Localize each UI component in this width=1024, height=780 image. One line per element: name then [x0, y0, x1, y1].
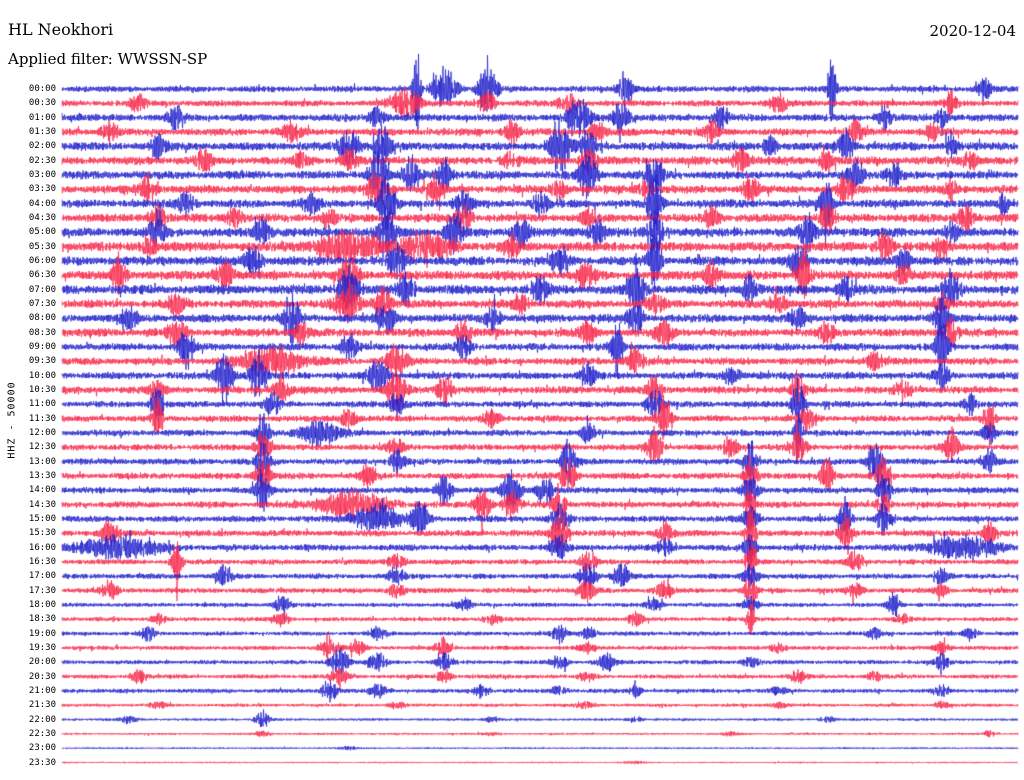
time-tick-label: 03:00 [28, 169, 56, 180]
time-tick-label: 06:00 [28, 255, 56, 266]
time-tick-label: 17:00 [28, 571, 56, 582]
time-tick-label: 06:30 [28, 270, 56, 281]
time-tick-label: 18:00 [28, 599, 56, 610]
time-tick-label: 19:00 [28, 628, 56, 639]
time-tick-label: 16:30 [28, 556, 56, 567]
time-tick-label: 00:00 [28, 84, 56, 94]
time-tick-label: 15:30 [28, 528, 56, 539]
time-tick-label: 09:30 [28, 356, 56, 367]
time-tick-label: 23:00 [28, 743, 56, 754]
time-tick-label: 17:30 [28, 585, 56, 596]
time-tick-label: 20:30 [28, 671, 56, 682]
time-tick-label: 15:00 [28, 513, 56, 524]
time-tick-label: 14:30 [28, 499, 56, 510]
time-tick-label: 22:30 [28, 728, 56, 739]
time-tick-label: 05:30 [28, 241, 56, 252]
time-tick-label: 01:30 [28, 126, 56, 137]
station-title: HL Neokhori [8, 20, 114, 39]
time-tick-label: 13:30 [28, 470, 56, 481]
time-tick-label: 16:00 [28, 542, 56, 553]
time-tick-label: 18:30 [28, 614, 56, 625]
time-tick-label: 07:30 [28, 298, 56, 309]
time-tick-label: 03:30 [28, 184, 56, 195]
time-tick-label: 08:30 [28, 327, 56, 338]
time-tick-label: 12:30 [28, 442, 56, 453]
date-label: 2020-12-04 [929, 22, 1016, 40]
time-tick-label: 10:00 [28, 370, 56, 381]
time-tick-label: 01:00 [28, 112, 56, 123]
time-tick-label: 13:00 [28, 456, 56, 467]
time-tick-label: 02:30 [28, 155, 56, 166]
time-tick-label: 09:00 [28, 341, 56, 352]
filter-label: Applied filter: WWSSN-SP [8, 50, 208, 68]
time-tick-label: 02:00 [28, 141, 56, 152]
time-tick-label: 14:00 [28, 485, 56, 496]
time-tick-label: 11:00 [28, 399, 56, 410]
time-tick-label: 23:30 [28, 757, 56, 768]
time-tick-label: 05:00 [28, 227, 56, 238]
time-tick-label: 21:30 [28, 700, 56, 711]
time-tick-label: 07:00 [28, 284, 56, 295]
time-tick-label: 12:00 [28, 427, 56, 438]
time-tick-label: 11:30 [28, 413, 56, 424]
time-tick-label: 22:00 [28, 714, 56, 725]
time-tick-label: 04:00 [28, 198, 56, 209]
time-tick-label: 00:30 [28, 98, 56, 109]
time-tick-label: 19:30 [28, 642, 56, 653]
time-tick-label: 21:00 [28, 685, 56, 696]
time-tick-label: 10:30 [28, 384, 56, 395]
time-tick-label: 20:00 [28, 657, 56, 668]
time-tick-label: 08:00 [28, 313, 56, 324]
time-tick-label: 04:30 [28, 212, 56, 223]
